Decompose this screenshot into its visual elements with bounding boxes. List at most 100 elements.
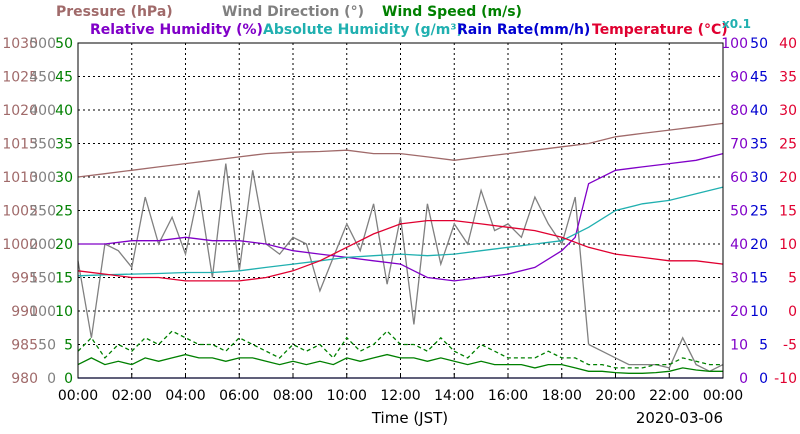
x-tick-label: 10:00: [327, 388, 367, 404]
tick-label-rain: 5: [759, 338, 768, 354]
tick-label-wind-direction: 50: [38, 338, 56, 354]
tick-label-humidity: 10: [730, 338, 748, 354]
x-tick-label: 20:00: [595, 388, 635, 404]
tick-label-humidity: 50: [730, 204, 748, 220]
tick-label-rain: 45: [750, 70, 768, 86]
tick-label-pressure: 985: [11, 338, 38, 354]
tick-label-pressure: 1010: [2, 170, 38, 186]
tick-label-pressure: 990: [11, 304, 38, 320]
legend-wind-speed: Wind Speed (m/s): [382, 4, 522, 20]
tick-label-wind-direction: 0: [47, 371, 56, 387]
tick-label-humidity: 30: [730, 271, 748, 287]
grid: [78, 43, 723, 378]
tick-label-wind-speed: 45: [55, 70, 73, 86]
x-axis-label: Time (JST): [371, 409, 448, 427]
tick-label-rain: 50: [750, 36, 768, 52]
tick-label-rain: 30: [750, 170, 768, 186]
tick-label-wind-speed: 0: [64, 371, 73, 387]
x-tick-label: 22:00: [649, 388, 689, 404]
tick-label-humidity: 80: [730, 103, 748, 119]
tick-label-wind-direction: 450: [29, 70, 56, 86]
tick-label-temperature: 35: [779, 70, 797, 86]
legend-rain-rate: Rain Rate(mm/h): [457, 22, 590, 38]
tick-label-humidity: 90: [730, 70, 748, 86]
tick-label-wind-direction: 100: [29, 304, 56, 320]
tick-label-wind-direction: 500: [29, 36, 56, 52]
tick-label-wind-speed: 5: [64, 338, 73, 354]
tick-label-pressure: 980: [11, 371, 38, 387]
tick-label-pressure: 1030: [2, 36, 38, 52]
tick-label-temperature: 25: [779, 137, 797, 153]
series-line-2: [77, 353, 723, 374]
tick-label-wind-speed: 15: [55, 271, 73, 287]
legend-absolute-humidity: Absolute Humidity (g/m³): [263, 22, 463, 38]
tick-label-temperature: 0: [788, 304, 797, 320]
tick-label-pressure: 1005: [2, 204, 38, 220]
tick-label-pressure: 1025: [2, 70, 38, 86]
tick-label-rain: 25: [750, 204, 768, 220]
tick-label-wind-speed: 35: [55, 137, 73, 153]
tick-label-temperature: 15: [779, 204, 797, 220]
series-line-3: [77, 330, 723, 369]
legend-pressure: Pressure (hPa): [56, 4, 173, 20]
left-axes: 1030102510201015101010051000995990985980…: [2, 36, 73, 387]
tick-label-wind-speed: 25: [55, 204, 73, 220]
tick-label-pressure: 1000: [2, 237, 38, 253]
tick-label-humidity: 0: [739, 371, 748, 387]
tick-label-wind-speed: 50: [55, 36, 73, 52]
tick-label-humidity: 70: [730, 137, 748, 153]
right-axes: 1009080706050403020100504540353025201510…: [721, 36, 797, 387]
tick-label-temperature: 10: [779, 237, 797, 253]
tick-label-rain: 10: [750, 304, 768, 320]
series-line-7: [77, 219, 724, 282]
tick-label-rain: 35: [750, 137, 768, 153]
x-tick-label: 14:00: [434, 388, 474, 404]
legend-scale-note: x0.1: [722, 17, 751, 31]
tick-label-temperature: 5: [788, 271, 797, 287]
x-tick-label: 00:00: [58, 388, 98, 404]
tick-label-wind-speed: 40: [55, 103, 73, 119]
x-tick-label: 16:00: [488, 388, 528, 404]
tick-label-wind-direction: 400: [29, 103, 56, 119]
tick-label-humidity: 20: [730, 304, 748, 320]
x-tick-label: 06:00: [219, 388, 259, 404]
x-tick-label: 08:00: [273, 388, 313, 404]
x-axis: 00:00 02:00 04:00 06:00 08:00 10:00 12:00 14:00…: [58, 373, 743, 404]
tick-label-temperature: 30: [779, 103, 797, 119]
tick-label-humidity: 40: [730, 237, 748, 253]
legend-temperature: Temperature (°C): [592, 22, 728, 38]
tick-label-humidity: 100: [721, 36, 748, 52]
tick-label-humidity: 60: [730, 170, 748, 186]
tick-label-pressure: 995: [11, 271, 38, 287]
tick-label-rain: 0: [759, 371, 768, 387]
tick-label-rain: 15: [750, 271, 768, 287]
tick-label-wind-speed: 10: [55, 304, 73, 320]
tick-label-wind-direction: 300: [29, 170, 56, 186]
legend-wind-direction: Wind Direction (°): [222, 4, 364, 20]
x-tick-label: 00:00: [703, 388, 743, 404]
tick-label-wind-direction: 150: [29, 271, 56, 287]
tick-label-pressure: 1015: [2, 137, 38, 153]
tick-label-pressure: 1020: [2, 103, 38, 119]
x-tick-label: 18:00: [542, 388, 582, 404]
tick-label-wind-speed: 30: [55, 170, 73, 186]
tick-label-rain: 20: [750, 237, 768, 253]
series-line-1: [77, 163, 724, 373]
tick-label-rain: 40: [750, 103, 768, 119]
x-tick-label: 04:00: [165, 388, 205, 404]
tick-label-wind-speed: 20: [55, 237, 73, 253]
tick-label-wind-direction: 250: [29, 204, 56, 220]
chart-date: 2020-03-06: [636, 409, 723, 427]
tick-label-wind-direction: 200: [29, 237, 56, 253]
tick-label-temperature: -5: [783, 338, 797, 354]
tick-label-temperature: -10: [774, 371, 797, 387]
x-tick-label: 02:00: [112, 388, 152, 404]
x-tick-label: 12:00: [380, 388, 420, 404]
legend-relative-humidity: Relative Humidity (%): [90, 22, 263, 38]
tick-label-wind-direction: 350: [29, 137, 56, 153]
series-line-0: [77, 122, 724, 178]
series-line-4: [78, 152, 724, 282]
series-line-5: [77, 186, 724, 277]
